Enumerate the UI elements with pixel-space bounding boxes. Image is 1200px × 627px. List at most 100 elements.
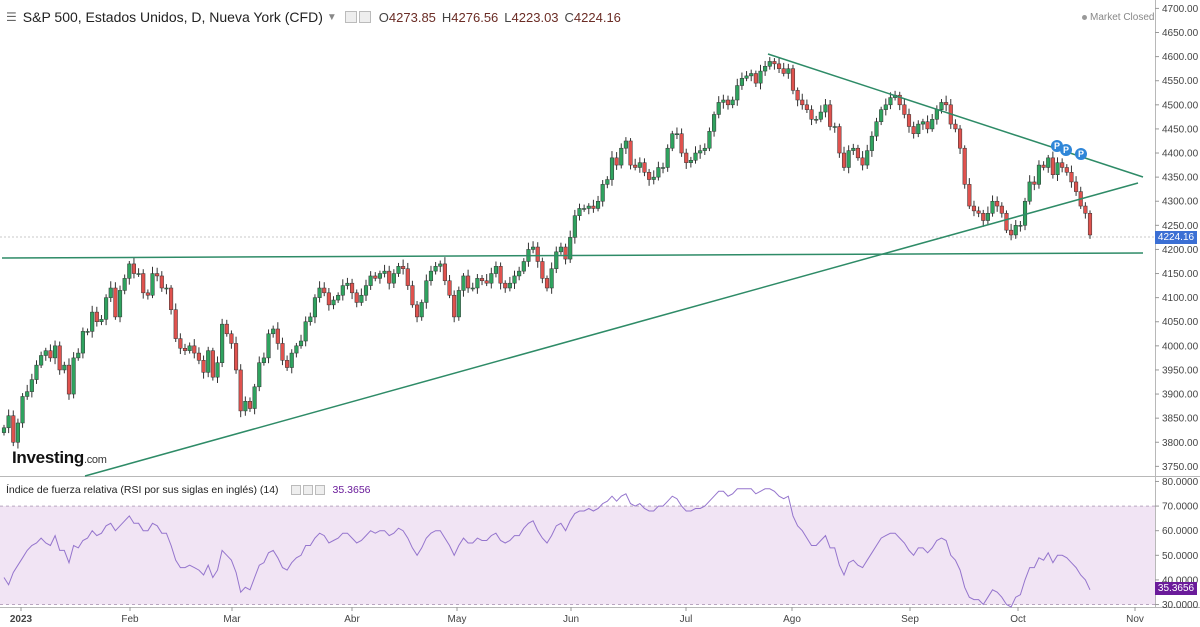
candle-body	[920, 121, 925, 125]
time-tick-label: Jul	[680, 614, 693, 625]
candle-body	[619, 147, 624, 166]
rsi-axis[interactable]: 80.0000 70.0000 60.0000 50.0000 40.0000 30.00…	[1155, 477, 1199, 611]
instrument-title[interactable]: S&P 500, Estados Unidos, D, Nueva York (…	[22, 9, 323, 25]
candle-body	[326, 292, 331, 306]
candle-body	[484, 280, 489, 284]
candle-body	[382, 270, 387, 274]
candle-body	[169, 287, 174, 310]
price-tick-label: 3850.00	[1162, 414, 1199, 425]
candle-body	[772, 61, 777, 65]
candle-body	[178, 338, 183, 349]
close-icon[interactable]	[314, 485, 325, 495]
price-tick-label: 4100.00	[1162, 293, 1199, 304]
price-tick-label: 4450.00	[1162, 124, 1199, 135]
candle-body	[744, 75, 749, 79]
price-tick-label: 3750.00	[1162, 462, 1199, 473]
candle-body	[20, 396, 25, 424]
candle-body	[730, 99, 735, 106]
candle-body	[507, 282, 512, 289]
logo-brand: Investing	[12, 448, 84, 467]
candle-body	[1087, 213, 1093, 236]
candle-body	[944, 102, 949, 106]
pivot-flag[interactable]: P	[1060, 144, 1072, 156]
rsi-tick-label: 60.0000	[1162, 526, 1199, 537]
candle-body	[609, 157, 615, 180]
candle-body	[489, 273, 494, 284]
candle-body	[688, 160, 693, 163]
hide-icon[interactable]	[358, 11, 371, 23]
candle-body	[15, 422, 20, 443]
candle-body	[823, 104, 828, 113]
candle-body	[600, 184, 605, 202]
candle-body	[99, 319, 104, 322]
candle-body	[159, 275, 164, 289]
price-tick-label: 4050.00	[1162, 317, 1199, 328]
candle-body	[795, 90, 800, 101]
candle-body	[377, 273, 382, 279]
candle-body	[90, 311, 95, 332]
open-key: O	[378, 9, 389, 25]
candle-body	[563, 246, 568, 260]
candle-body	[53, 345, 58, 359]
candle-body	[693, 152, 698, 161]
candle-body	[623, 140, 628, 149]
candle-body	[322, 287, 327, 294]
menu-icon[interactable]: ☰	[6, 10, 17, 24]
candle-body	[94, 311, 99, 322]
candle-body	[271, 328, 276, 335]
candle-body	[934, 109, 939, 120]
candle-body	[916, 123, 921, 134]
candle-body	[786, 68, 791, 74]
price-pane[interactable]	[0, 0, 1155, 476]
candle-body	[586, 205, 591, 209]
horizontal-resistance-line[interactable]	[1, 252, 1144, 259]
pivot-flag[interactable]: P	[1075, 148, 1087, 160]
chevron-down-icon[interactable]: ▼	[326, 11, 337, 23]
settings-icon[interactable]	[290, 485, 301, 495]
hide-icon[interactable]	[302, 485, 313, 495]
time-tick-label: Oct	[1010, 614, 1026, 625]
candle-body	[173, 309, 178, 339]
rsi-value: 35.3656	[332, 484, 371, 496]
rsi-band	[0, 506, 1155, 605]
market-status-label: Market Closed	[1090, 12, 1155, 23]
candle-body	[540, 261, 545, 279]
candle-body	[336, 294, 341, 301]
price-axis[interactable]: 4700.00 4650.00 4600.00 4550.00 4500.00 4450.…	[1155, 4, 1199, 473]
candle-body	[29, 379, 34, 392]
rsi-line[interactable]	[3, 488, 1091, 608]
candle-body	[415, 304, 420, 318]
candle-body	[698, 150, 703, 154]
candle-body	[76, 352, 81, 359]
candle-body	[985, 213, 990, 221]
candle-body	[855, 147, 860, 159]
candle-body	[11, 415, 16, 443]
candles-layer	[1, 57, 1093, 449]
settings-icon[interactable]	[344, 11, 357, 23]
ascending-trendline[interactable]	[84, 182, 1139, 477]
candle-body	[424, 280, 429, 303]
candle-body	[373, 275, 378, 279]
candle-body	[721, 99, 726, 103]
candle-body	[475, 278, 480, 289]
candle-body	[990, 200, 995, 214]
candle-body	[800, 99, 805, 106]
candle-body	[113, 287, 118, 318]
candle-body	[433, 266, 438, 272]
price-tick-label: 4650.00	[1162, 28, 1199, 39]
candle-body	[368, 275, 373, 286]
candle-body	[396, 266, 401, 274]
candle-body	[781, 68, 786, 74]
price-tick-label: 4550.00	[1162, 76, 1199, 87]
rsi-title[interactable]: Índice de fuerza relativa (RSI por sus s…	[6, 484, 279, 496]
candle-body	[976, 210, 981, 214]
candle-body	[628, 140, 633, 166]
candle-body	[809, 109, 814, 120]
time-axis[interactable]: 2023 Feb Mar Abr May Jun Jul Ago Sep Oct Nov	[10, 607, 1144, 625]
candle-body	[1022, 200, 1028, 226]
candle-body	[749, 73, 754, 77]
candle-body	[647, 172, 652, 180]
candle-body	[535, 246, 540, 262]
